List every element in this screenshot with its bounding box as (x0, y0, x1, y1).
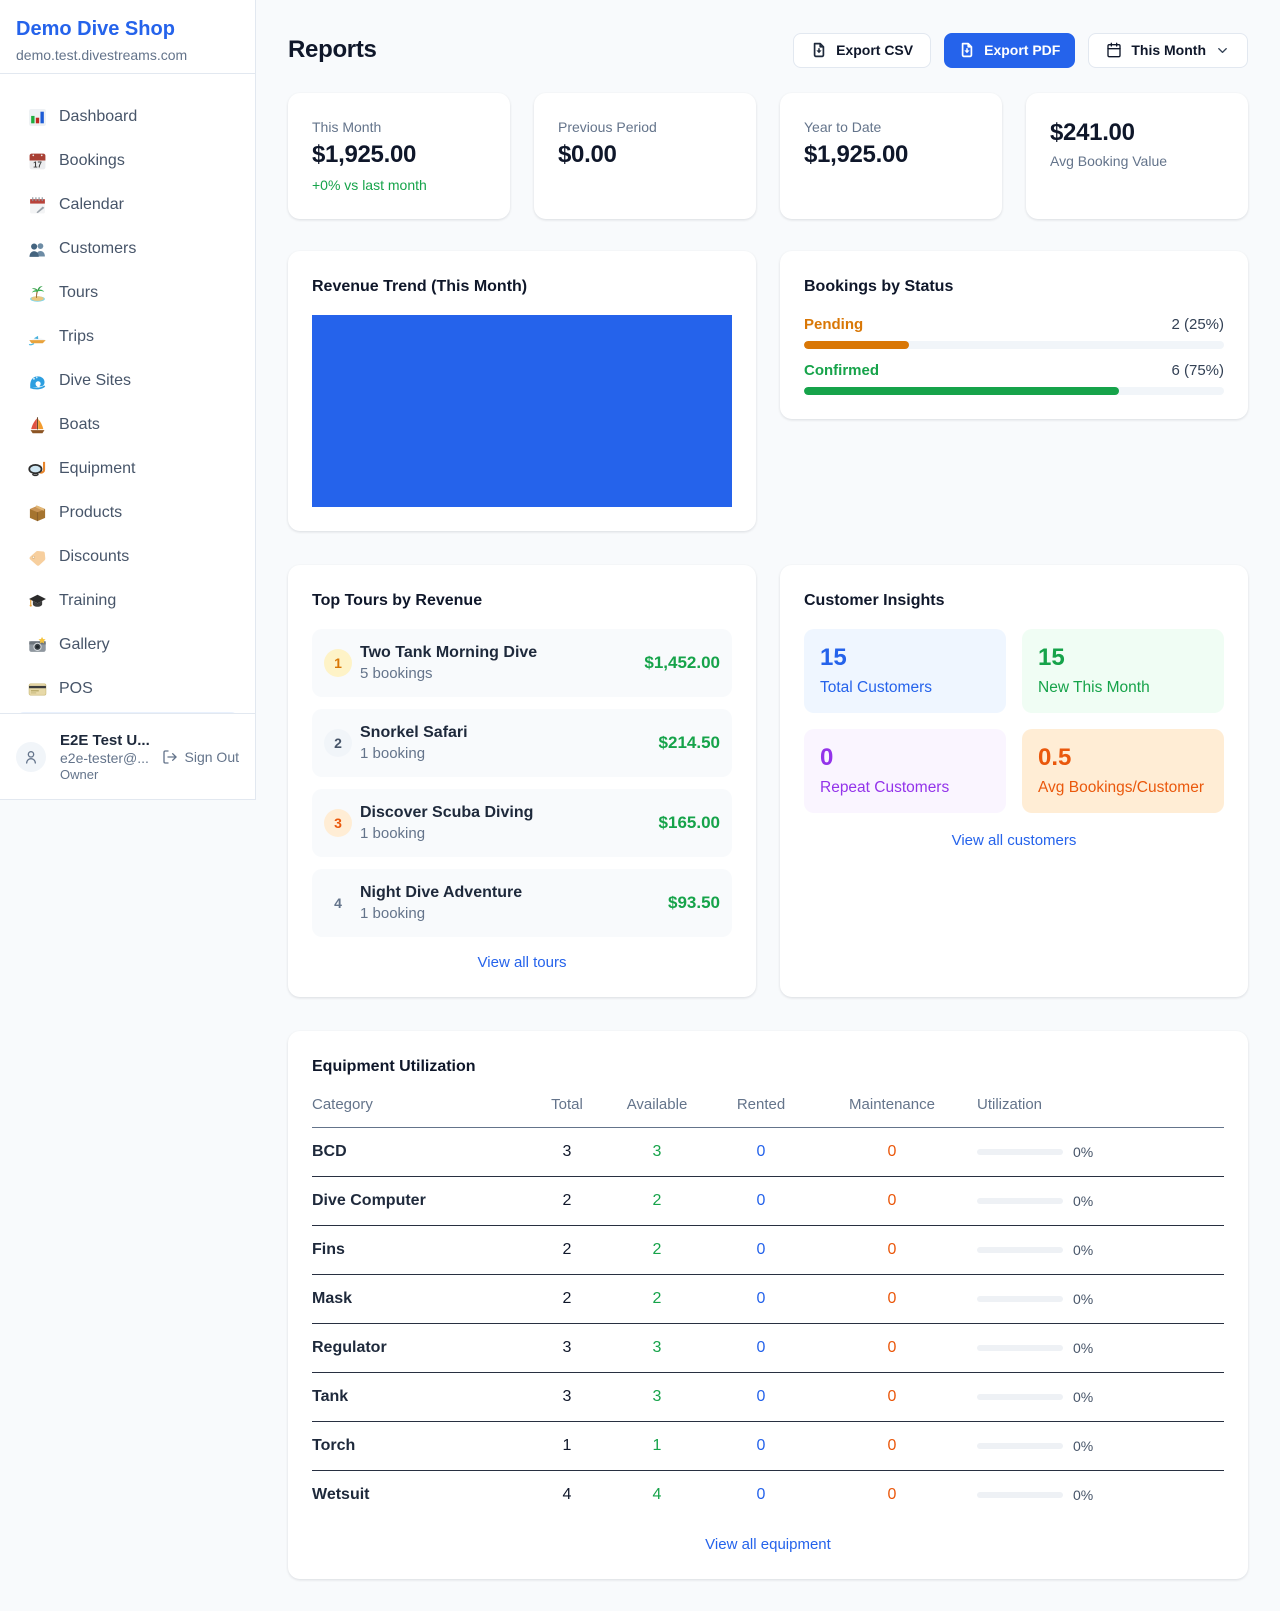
svg-text:17: 17 (33, 160, 42, 169)
